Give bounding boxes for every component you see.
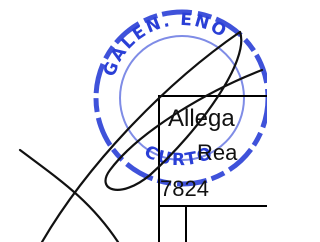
signature	[20, 32, 262, 242]
signature-stroke	[20, 150, 118, 242]
page: GALEN. ENO CURTO Allega Rea 7824 (() => …	[0, 0, 320, 242]
document-fragment: GALEN. ENO CURTO Allega Rea 7824	[0, 0, 267, 242]
signature-stroke	[42, 32, 240, 242]
table-cell: Rea	[197, 140, 238, 165]
table-cell: 7824	[160, 176, 209, 201]
